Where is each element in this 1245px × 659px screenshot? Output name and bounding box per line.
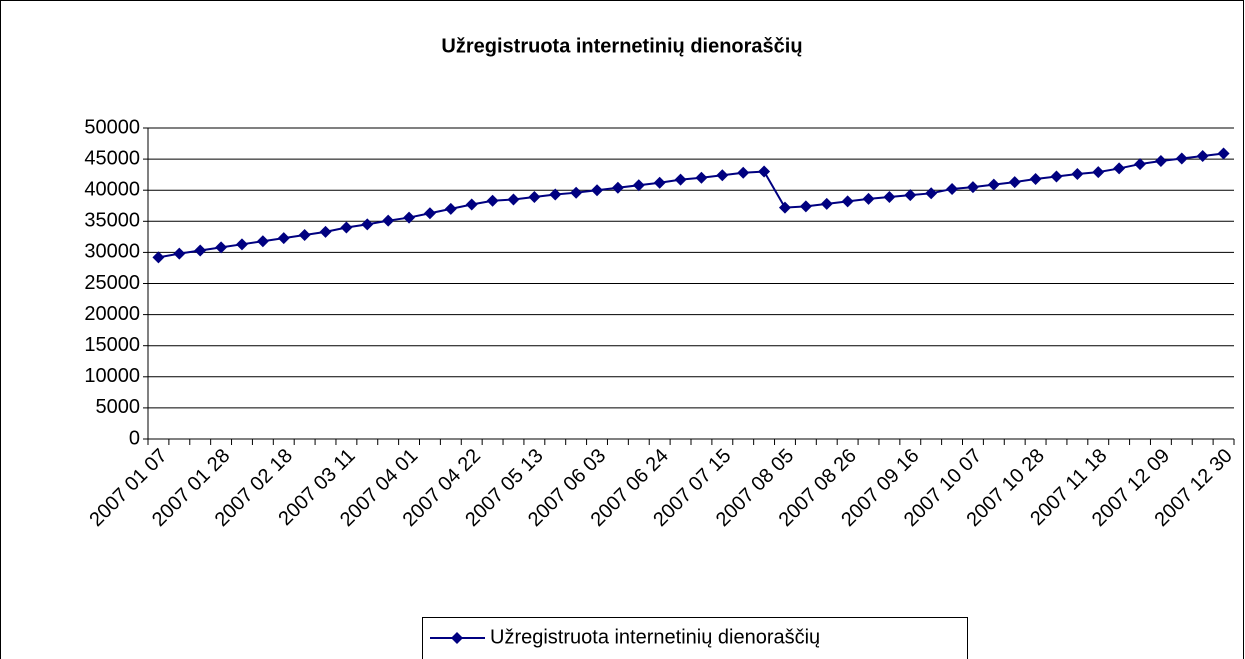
data-point xyxy=(1008,176,1021,189)
data-point xyxy=(946,182,959,195)
data-point xyxy=(799,200,812,213)
data-point xyxy=(361,218,374,231)
data-point xyxy=(382,214,395,227)
data-point xyxy=(778,201,791,214)
data-point xyxy=(423,207,436,220)
data-point xyxy=(1050,170,1063,183)
data-point xyxy=(1071,168,1084,181)
data-point xyxy=(591,184,604,197)
data-point xyxy=(1154,154,1167,167)
data-point xyxy=(862,192,875,205)
y-tick-label: 40000 xyxy=(84,178,140,200)
data-point xyxy=(298,228,311,241)
data-point xyxy=(695,171,708,184)
data-point xyxy=(1217,147,1230,160)
data-point xyxy=(674,173,687,186)
y-tick-label: 5000 xyxy=(96,396,141,418)
y-tick-label: 30000 xyxy=(84,241,140,263)
data-point xyxy=(256,235,269,248)
legend-marker xyxy=(451,632,463,644)
data-point xyxy=(966,181,979,194)
data-point xyxy=(215,241,228,254)
data-point xyxy=(173,247,186,260)
legend-label: Užregistruota internetinių dienoraščių xyxy=(490,626,820,648)
y-tick-label: 10000 xyxy=(84,365,140,387)
data-point xyxy=(444,202,457,215)
data-point xyxy=(570,186,583,199)
data-point xyxy=(632,179,645,192)
data-point xyxy=(528,191,541,204)
y-tick-label: 20000 xyxy=(84,303,140,325)
data-point xyxy=(883,191,896,204)
y-tick-label: 15000 xyxy=(84,334,140,356)
data-point xyxy=(465,198,478,211)
y-tick-label: 25000 xyxy=(84,272,140,294)
data-point xyxy=(1196,149,1209,162)
data-point xyxy=(340,221,353,234)
data-point xyxy=(820,197,833,210)
data-point xyxy=(319,225,332,238)
data-point xyxy=(653,176,666,189)
data-point xyxy=(486,194,499,207)
data-point xyxy=(1029,173,1042,186)
data-point xyxy=(758,165,771,178)
data-point xyxy=(507,193,520,206)
data-point xyxy=(611,181,624,194)
chart-title: Užregistruota internetinių dienoraščių xyxy=(441,35,802,57)
legend-box xyxy=(422,617,968,659)
data-point xyxy=(925,187,938,200)
data-point xyxy=(277,232,290,245)
data-point xyxy=(987,178,1000,191)
data-point xyxy=(1113,162,1126,175)
y-tick-label: 45000 xyxy=(84,147,140,169)
data-point xyxy=(194,244,207,257)
data-point xyxy=(716,169,729,182)
data-point xyxy=(549,188,562,201)
data-point xyxy=(235,238,248,251)
y-tick-label: 0 xyxy=(129,427,140,449)
data-point xyxy=(403,211,416,224)
data-point xyxy=(841,195,854,208)
data-point xyxy=(737,166,750,179)
y-tick-label: 35000 xyxy=(84,210,140,232)
data-point xyxy=(152,251,165,264)
data-point xyxy=(1092,166,1105,179)
data-line xyxy=(158,152,1224,259)
data-point xyxy=(1175,152,1188,165)
data-point xyxy=(1134,158,1147,171)
data-point xyxy=(904,189,917,202)
y-tick-label: 50000 xyxy=(84,116,140,138)
